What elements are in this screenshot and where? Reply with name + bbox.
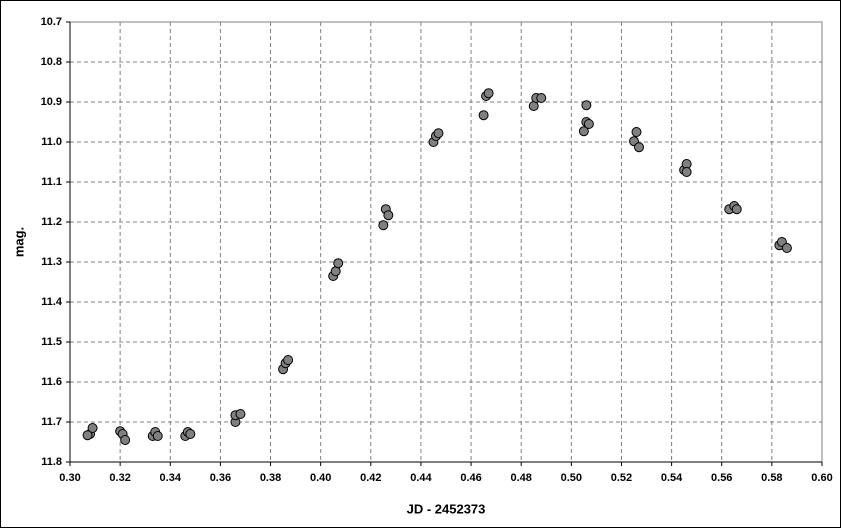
data-point: [185, 429, 196, 439]
data-point: [333, 258, 344, 269]
x-tick-label: 0.32: [109, 472, 130, 484]
y-tick-label: 10.9: [41, 96, 62, 108]
data-point: [781, 243, 792, 253]
x-tick-label: 0.34: [160, 472, 182, 484]
y-tick-label: 11.1: [41, 176, 62, 188]
x-tick-label: 0.56: [711, 472, 732, 484]
x-tick-label: 0.50: [561, 472, 582, 484]
y-tick-label: 11.5: [41, 336, 62, 348]
y-tick-label: 11.8: [41, 456, 62, 468]
data-point: [681, 167, 692, 177]
y-tick-label: 11.6: [41, 376, 62, 388]
x-tick-label: 0.44: [410, 472, 432, 484]
data-point: [283, 355, 294, 365]
x-axis-title: JD - 2452373: [407, 501, 486, 516]
x-tick-label: 0.42: [360, 472, 381, 484]
data-point: [82, 430, 93, 441]
y-tick-label: 11.2: [41, 216, 62, 228]
y-tick-label: 11.3: [41, 256, 62, 268]
x-tick-label: 0.46: [460, 472, 481, 484]
data-point: [235, 409, 246, 419]
data-point: [483, 88, 494, 99]
x-tick-label: 0.52: [611, 472, 632, 484]
data-point: [87, 423, 98, 433]
data-point: [433, 128, 444, 139]
x-tick-label: 0.54: [661, 472, 683, 484]
x-tick-label: 0.60: [811, 472, 832, 484]
data-point: [631, 127, 642, 137]
data-point: [383, 210, 394, 221]
data-point: [120, 435, 131, 445]
data-point: [578, 126, 589, 137]
y-tick-label: 11.4: [41, 296, 63, 308]
data-point: [731, 204, 742, 215]
x-tick-label: 0.36: [210, 472, 231, 484]
y-tick-label: 10.7: [41, 16, 62, 28]
data-point: [152, 431, 163, 441]
y-tick-label: 11.0: [41, 136, 62, 148]
x-tick-label: 0.30: [59, 472, 80, 484]
x-tick-label: 0.38: [260, 472, 281, 484]
data-point: [583, 119, 594, 129]
data-point: [478, 110, 489, 121]
data-point: [536, 93, 547, 103]
y-tick-label: 11.7: [41, 416, 62, 428]
y-tick-label: 10.8: [41, 56, 62, 68]
data-point: [581, 100, 592, 111]
data-point: [634, 142, 645, 153]
plot-area: [69, 21, 823, 463]
data-point: [378, 220, 389, 231]
x-tick-label: 0.58: [761, 472, 782, 484]
y-axis-title: mag.: [11, 227, 26, 257]
x-tick-label: 0.40: [310, 472, 331, 484]
x-tick-label: 0.48: [510, 472, 531, 484]
